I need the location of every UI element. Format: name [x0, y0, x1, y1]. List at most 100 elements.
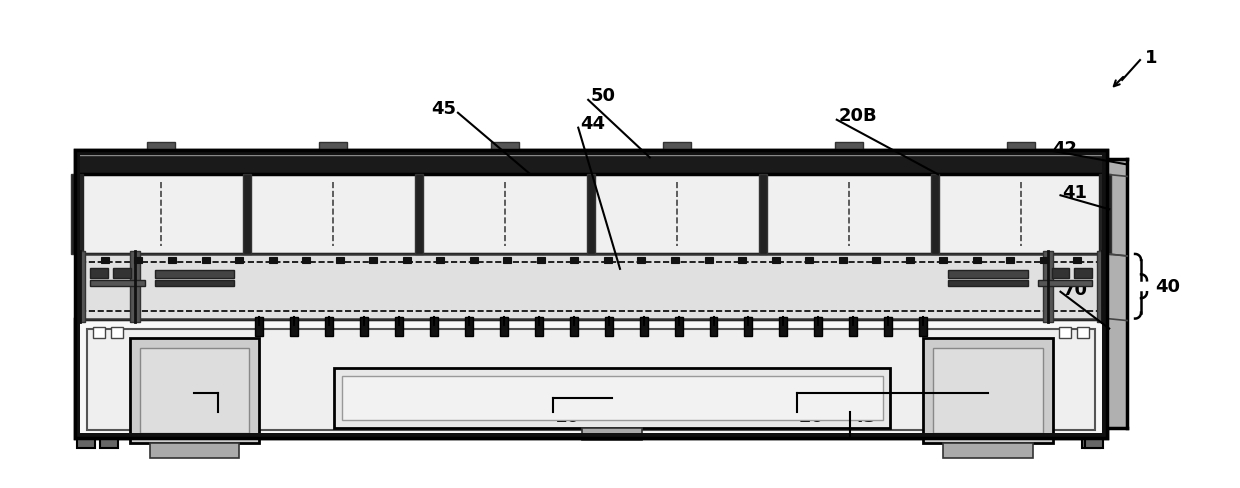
Bar — [76, 150, 1107, 438]
Bar — [805, 257, 813, 264]
Bar — [944, 443, 1033, 458]
Bar — [1074, 257, 1081, 264]
Bar — [1102, 150, 1107, 438]
Bar — [704, 257, 713, 264]
Bar — [931, 175, 939, 254]
Bar — [569, 317, 578, 337]
Text: 42: 42 — [1053, 139, 1078, 157]
Bar — [76, 150, 1107, 438]
Text: 41: 41 — [1063, 184, 1087, 202]
Bar — [319, 142, 347, 150]
Bar — [100, 438, 118, 448]
Bar — [500, 317, 507, 337]
Bar — [134, 257, 143, 264]
Bar — [76, 150, 1107, 155]
Bar — [290, 317, 298, 337]
Bar — [1083, 438, 1100, 448]
Bar — [905, 257, 914, 264]
Bar — [1007, 142, 1035, 150]
Bar — [771, 257, 780, 264]
Bar — [76, 175, 83, 254]
Bar — [1043, 251, 1053, 322]
Bar — [470, 257, 477, 264]
Bar — [113, 268, 130, 278]
Bar — [605, 317, 613, 337]
Bar — [534, 317, 543, 337]
Bar — [140, 349, 249, 433]
Bar — [76, 150, 1107, 175]
Text: 70: 70 — [1063, 280, 1087, 298]
Bar — [130, 251, 140, 322]
Bar — [919, 317, 928, 337]
Bar — [243, 175, 252, 254]
Bar — [148, 142, 175, 150]
Bar — [709, 317, 718, 337]
Text: 50: 50 — [590, 87, 615, 104]
Bar — [334, 368, 890, 428]
Bar — [780, 317, 787, 337]
Bar — [815, 317, 822, 337]
Bar — [336, 257, 343, 264]
Bar — [155, 280, 234, 286]
Bar — [973, 257, 981, 264]
Text: 20B: 20B — [838, 106, 878, 124]
Bar — [949, 270, 1028, 278]
Bar — [325, 317, 334, 337]
Bar — [77, 438, 95, 448]
Bar — [1097, 251, 1107, 322]
Bar — [744, 317, 753, 337]
Bar — [637, 257, 646, 264]
Text: 43: 43 — [852, 407, 877, 425]
Bar — [1074, 268, 1092, 278]
Bar — [934, 349, 1043, 433]
Bar — [236, 257, 243, 264]
Bar — [91, 268, 108, 278]
Bar — [604, 257, 611, 264]
Bar — [76, 150, 81, 438]
Bar — [91, 280, 145, 286]
Bar — [169, 257, 176, 264]
Bar — [849, 317, 857, 337]
Bar — [370, 257, 377, 264]
Bar — [836, 142, 863, 150]
Bar — [675, 317, 682, 337]
Bar — [924, 339, 1053, 443]
Bar — [415, 175, 423, 254]
Text: 44: 44 — [580, 115, 605, 132]
Bar — [1078, 327, 1089, 339]
Bar — [430, 317, 438, 337]
Bar — [884, 317, 893, 337]
Bar — [76, 175, 1107, 254]
Bar — [93, 327, 105, 339]
Text: 1: 1 — [1145, 49, 1157, 67]
Bar — [155, 270, 234, 278]
Bar — [1100, 175, 1107, 254]
Bar — [671, 257, 680, 264]
Bar — [76, 433, 1107, 438]
Bar — [491, 142, 520, 150]
Bar — [1059, 327, 1071, 339]
Bar — [503, 257, 511, 264]
Bar — [1104, 175, 1111, 254]
Bar — [76, 319, 1107, 438]
Bar — [150, 443, 239, 458]
Bar — [202, 257, 210, 264]
Bar — [87, 329, 1095, 430]
Text: 10: 10 — [556, 407, 580, 425]
Text: 26: 26 — [799, 407, 823, 425]
Bar — [872, 257, 880, 264]
Text: 25: 25 — [221, 407, 246, 425]
Bar — [949, 280, 1028, 286]
Bar — [537, 257, 544, 264]
Bar — [394, 317, 403, 337]
Text: 45: 45 — [432, 100, 456, 118]
Bar — [71, 175, 79, 254]
Bar — [588, 175, 595, 254]
Bar — [465, 317, 472, 337]
Bar — [269, 257, 277, 264]
Bar — [76, 251, 86, 322]
Bar — [110, 327, 123, 339]
Bar — [759, 175, 768, 254]
Bar — [255, 317, 263, 337]
Bar — [1052, 268, 1069, 278]
